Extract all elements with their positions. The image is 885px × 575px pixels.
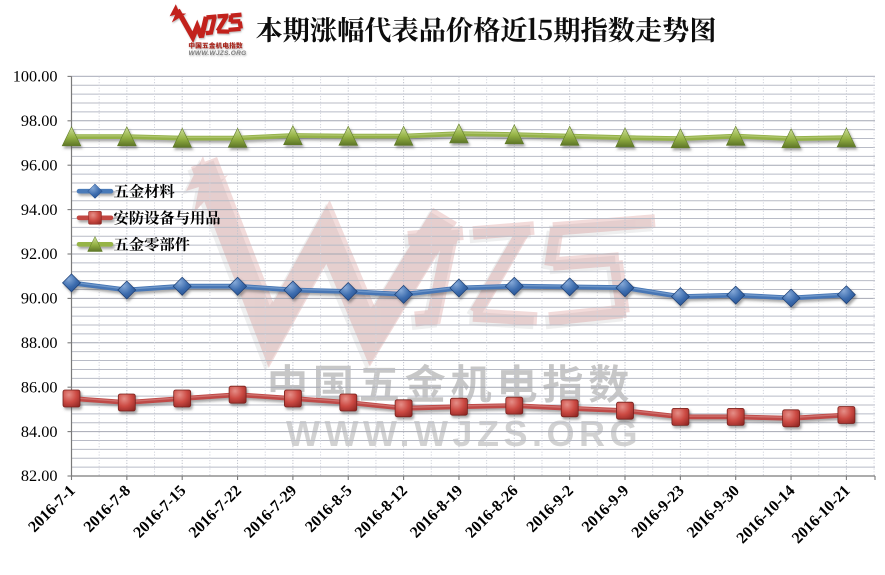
svg-text:82.00: 82.00 (21, 466, 58, 485)
svg-text:94.00: 94.00 (21, 200, 58, 219)
svg-text:88.00: 88.00 (21, 333, 58, 352)
svg-text:96.00: 96.00 (21, 155, 58, 174)
svg-text:WWW.WJZS.ORG: WWW.WJZS.ORG (286, 413, 642, 454)
svg-text:84.00: 84.00 (21, 422, 58, 441)
svg-text:90.00: 90.00 (21, 289, 58, 308)
svg-text:98.00: 98.00 (21, 111, 58, 130)
svg-text:86.00: 86.00 (21, 377, 58, 396)
svg-text:100.00: 100.00 (13, 67, 58, 86)
svg-text:92.00: 92.00 (21, 244, 58, 263)
svg-text:WWW.WJZS.ORG: WWW.WJZS.ORG (189, 50, 247, 57)
